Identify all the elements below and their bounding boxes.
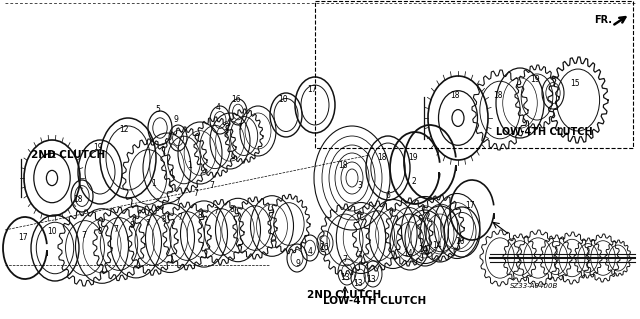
Text: 7: 7 (223, 129, 228, 137)
Text: LOW-4TH CLUTCH: LOW-4TH CLUTCH (496, 127, 593, 137)
Text: 8: 8 (162, 216, 166, 225)
Text: 7: 7 (193, 189, 198, 197)
Text: 16: 16 (319, 243, 329, 253)
Text: 19: 19 (408, 152, 418, 161)
Text: 9: 9 (296, 258, 300, 268)
Text: 14: 14 (418, 244, 428, 254)
Text: 3: 3 (358, 181, 362, 189)
Text: 12: 12 (119, 125, 129, 135)
Text: 17: 17 (18, 233, 28, 241)
Text: 7: 7 (209, 182, 214, 190)
Text: 7: 7 (81, 231, 86, 240)
Text: 2ND CLUTCH: 2ND CLUTCH (307, 290, 381, 300)
Text: 6: 6 (385, 190, 390, 199)
Text: 8: 8 (198, 211, 202, 219)
Text: 8: 8 (130, 221, 134, 231)
Text: 7: 7 (145, 219, 150, 227)
Text: 7: 7 (214, 207, 218, 217)
Text: 4: 4 (308, 248, 312, 256)
Text: 1: 1 (152, 179, 156, 188)
Text: SZ33-A0400B: SZ33-A0400B (510, 283, 559, 288)
Text: 13: 13 (340, 273, 350, 283)
Text: 7: 7 (177, 213, 182, 222)
Text: 14: 14 (403, 249, 413, 257)
Text: 1: 1 (170, 169, 174, 179)
Text: 18: 18 (493, 91, 503, 100)
Bar (315, 1, 633, 148)
Text: 10: 10 (47, 227, 57, 236)
Text: 7: 7 (237, 123, 243, 132)
Text: 17: 17 (465, 201, 475, 210)
Text: 2ND CLUTCH: 2ND CLUTCH (31, 150, 105, 160)
Text: 5: 5 (156, 106, 161, 115)
Text: 8: 8 (230, 204, 234, 213)
Text: 11: 11 (47, 151, 57, 160)
Text: 7: 7 (358, 251, 362, 261)
Text: LOW-4TH CLUTCH: LOW-4TH CLUTCH (323, 296, 426, 307)
Text: 18: 18 (73, 196, 83, 204)
Text: 10: 10 (455, 238, 465, 247)
Text: 7: 7 (342, 256, 348, 264)
Text: 4: 4 (216, 102, 220, 112)
Text: FR.: FR. (594, 15, 612, 25)
Text: 18: 18 (339, 160, 348, 169)
Text: 19: 19 (93, 144, 103, 152)
Text: 1: 1 (188, 161, 193, 170)
Text: 7: 7 (113, 225, 118, 234)
Text: 16: 16 (231, 94, 241, 103)
Text: 15: 15 (570, 78, 580, 87)
Text: 13: 13 (353, 278, 363, 287)
Text: 8: 8 (98, 227, 102, 236)
Text: 19: 19 (530, 76, 540, 85)
Text: 2: 2 (412, 177, 417, 187)
Text: 10: 10 (278, 95, 288, 105)
Text: 14: 14 (432, 241, 442, 250)
Text: 9: 9 (173, 115, 179, 124)
Text: 13: 13 (366, 276, 376, 285)
Text: 18: 18 (377, 152, 387, 161)
Text: 17: 17 (307, 85, 317, 94)
Text: 7: 7 (175, 197, 180, 205)
Text: 18: 18 (451, 91, 460, 100)
